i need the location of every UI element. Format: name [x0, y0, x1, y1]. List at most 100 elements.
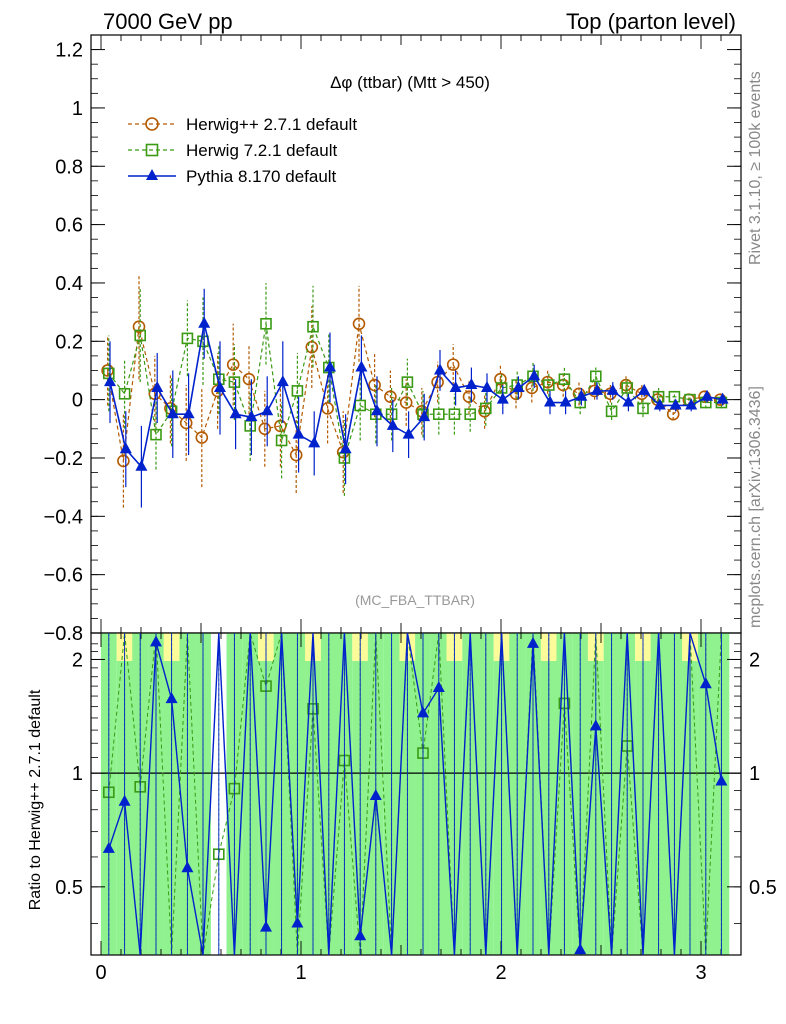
- main-ytick-label: 0.6: [55, 215, 83, 237]
- ratio-point: [165, 692, 178, 704]
- data-point: [605, 405, 618, 418]
- data-point: [558, 373, 571, 386]
- ratio-ytick-label: 1: [72, 763, 83, 785]
- main-ytick-label: 0: [72, 390, 83, 412]
- data-point: [135, 459, 148, 471]
- data-point: [448, 408, 461, 421]
- data-point: [462, 390, 476, 404]
- ratio-point: [699, 677, 712, 689]
- legend-marker-circle: [145, 117, 159, 131]
- data-point: [525, 381, 539, 395]
- legend-marker-triangle: [146, 169, 158, 180]
- data-point: [575, 389, 588, 401]
- data-point: [399, 396, 413, 409]
- data-point: [385, 408, 398, 421]
- legend-marker-square: [145, 143, 159, 157]
- data-point: [214, 380, 226, 392]
- data-point: [339, 442, 352, 454]
- data-point: [166, 407, 179, 419]
- main-ytick-label: −0.6: [44, 565, 83, 587]
- data-point: [242, 372, 256, 386]
- data-point: [226, 358, 240, 371]
- data-point: [118, 387, 131, 400]
- data-point: [494, 372, 507, 386]
- data-point: [260, 317, 272, 330]
- data-point: [528, 369, 541, 381]
- data-point: [150, 428, 162, 441]
- data-point: [179, 416, 193, 430]
- ratio-point: [150, 635, 162, 647]
- ratio-point: [369, 788, 382, 800]
- ratio-frame: [90, 632, 742, 956]
- data-point: [384, 390, 397, 404]
- data-point: [368, 378, 381, 392]
- data-point: [559, 395, 572, 407]
- data-point: [245, 410, 258, 422]
- data-point: [324, 360, 336, 372]
- data-point: [132, 320, 146, 334]
- data-point: [321, 402, 334, 415]
- ratio-point: [432, 681, 445, 693]
- ratio-point: [354, 929, 367, 941]
- data-point: [432, 408, 445, 421]
- ratio-ytick-label-right: 2: [749, 649, 760, 671]
- data-point: [104, 375, 116, 387]
- data-point: [307, 320, 319, 333]
- ratio-ytick-label-right: 0.5: [749, 877, 777, 899]
- data-point: [512, 380, 525, 392]
- data-point: [119, 442, 132, 454]
- data-point: [182, 407, 195, 419]
- ratio-ytick-label: 2: [72, 649, 83, 671]
- ratio-series: [102, 632, 728, 956]
- chart-title: Δφ (ttbar) (Mtt > 450): [330, 73, 490, 92]
- data-point: [275, 434, 288, 447]
- data-point: [669, 398, 682, 410]
- main-ytick-label: 0.4: [55, 273, 83, 295]
- data-point: [401, 376, 414, 388]
- ratio-point: [260, 920, 272, 932]
- data-point: [354, 399, 367, 412]
- ratio-point: [527, 636, 539, 648]
- ratio-panel: 0.5 0.5 1 1 2 2 0 1 2 3 Ratio to Herwig++ 2.7.1 d…: [27, 632, 777, 984]
- legend-item-herwig7: Herwig 7.2.1 default: [128, 141, 337, 160]
- ratio-series-line: [108, 632, 722, 956]
- main-series: [101, 274, 729, 508]
- data-point: [716, 392, 729, 404]
- data-point: [228, 376, 241, 388]
- data-point: [305, 340, 319, 354]
- legend-item-herwigpp: Herwig++ 2.7.1 default: [128, 115, 357, 134]
- legend: Herwig++ 2.7.1 default Herwig 7.2.1 defa…: [128, 115, 357, 186]
- main-ytick-label: 0.2: [55, 331, 83, 353]
- legend-label-herwig7: Herwig 7.2.1 default: [186, 141, 337, 160]
- ratio-point: [417, 706, 429, 718]
- ratio-xtick-label: 0: [95, 962, 106, 984]
- data-point: [481, 380, 493, 392]
- ratio-xtick-label: 3: [695, 962, 706, 984]
- legend-label-pythia: Pythia 8.170 default: [186, 167, 337, 186]
- ratio-xtick-label: 1: [295, 962, 306, 984]
- data-point: [386, 418, 399, 430]
- header-left: 7000 GeV pp: [103, 9, 233, 34]
- data-point: [371, 404, 383, 416]
- main-ytick-label: 0.8: [55, 156, 83, 178]
- data-point: [544, 395, 556, 407]
- ratio-xtick-label: 2: [495, 962, 506, 984]
- data-point: [637, 402, 649, 415]
- data-point: [496, 392, 509, 404]
- data-point: [434, 363, 446, 375]
- data-point: [495, 382, 508, 394]
- main-ytick-label: −0.4: [44, 506, 83, 528]
- ratio-point: [181, 861, 194, 873]
- series-line: [108, 323, 722, 459]
- data-point: [621, 382, 634, 394]
- ratio-axes: 0.5 0.5 1 1 2 2 0 1 2 3: [55, 632, 777, 984]
- ratio-point: [291, 916, 304, 928]
- data-point: [198, 316, 211, 328]
- data-point: [701, 389, 713, 401]
- legend-label-herwigpp: Herwig++ 2.7.1 default: [186, 115, 357, 134]
- ratio-point: [715, 774, 728, 786]
- data-point: [591, 383, 603, 395]
- ratio-series-line: [108, 632, 723, 956]
- data-point: [355, 360, 368, 372]
